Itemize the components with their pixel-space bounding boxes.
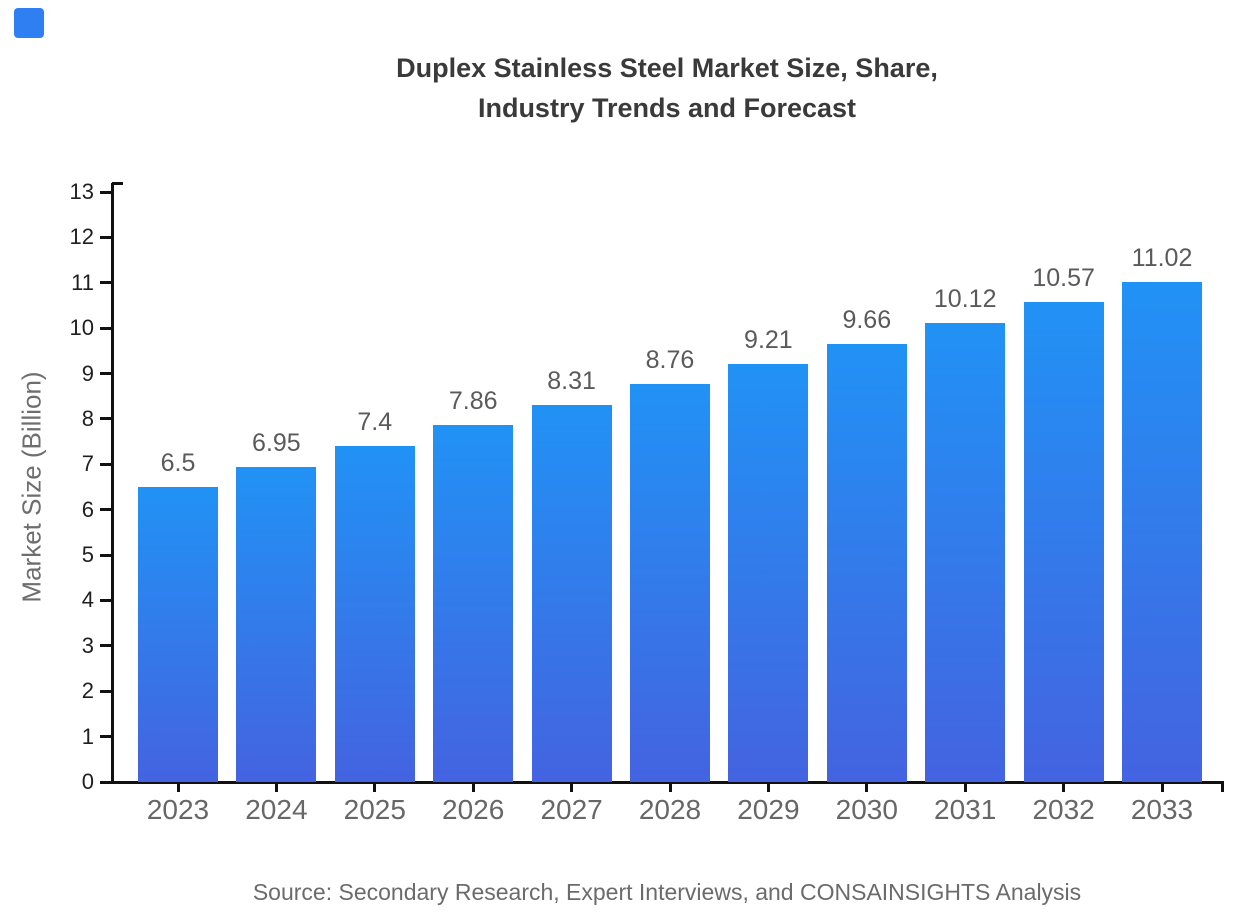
y-tick-label: 13	[69, 179, 94, 204]
brand-logo-mark	[14, 8, 44, 38]
bar-value-label: 8.31	[547, 366, 596, 395]
y-axis-endcap-tick	[112, 182, 123, 185]
bar	[925, 322, 1006, 782]
bar	[826, 343, 907, 782]
bar-value-label: 9.21	[744, 326, 793, 354]
x-tick-label: 2031	[934, 794, 997, 825]
y-tick	[100, 326, 112, 330]
bar-value-label: 10.12	[933, 284, 997, 313]
y-tick	[100, 372, 112, 376]
y-tick-label: 3	[81, 632, 94, 658]
bar	[433, 425, 514, 782]
y-tick-label: 4	[81, 587, 94, 613]
y-tick-label: 11	[71, 269, 94, 295]
x-tick	[766, 782, 770, 792]
x-tick	[274, 782, 278, 792]
bar-value-label: 10.57	[1032, 264, 1095, 293]
x-tick-label: 2027	[540, 794, 603, 825]
x-tick-label: 2026	[442, 794, 505, 825]
bar-value-label: 6.95	[252, 428, 301, 457]
bar	[334, 446, 415, 782]
x-tick	[865, 782, 869, 792]
bar-value-label: 7.86	[448, 387, 498, 416]
y-tick-label: 12	[69, 224, 94, 250]
x-tick-label: 2030	[835, 794, 898, 825]
bar	[531, 404, 612, 782]
y-tick-label: 8	[81, 405, 94, 431]
bar	[138, 487, 218, 782]
y-tick	[100, 553, 112, 557]
y-tick-label: 6	[81, 496, 94, 522]
x-tick-label: 2033	[1130, 794, 1194, 825]
x-tick-label: 2024	[245, 794, 308, 825]
y-tick-label: 5	[81, 542, 94, 568]
x-tick	[668, 782, 672, 792]
y-tick-label: 0	[81, 769, 94, 794]
bar	[1023, 302, 1104, 782]
y-tick	[100, 235, 112, 239]
chart-title: Duplex Stainless Steel Market Size, Shar…	[396, 53, 938, 123]
x-axis-endcap-tick	[1220, 782, 1224, 792]
y-tick	[100, 190, 112, 194]
y-tick	[100, 281, 112, 285]
bar-value-label: 9.66	[842, 305, 892, 334]
bar	[236, 466, 317, 782]
x-tick	[373, 782, 377, 792]
y-tick-label: 9	[81, 360, 94, 386]
y-tick-label: 7	[81, 451, 94, 477]
y-tick	[100, 508, 112, 512]
y-tick-label: 2	[81, 678, 94, 704]
source-note: Source: Secondary Research, Expert Inter…	[252, 879, 1082, 905]
bar	[630, 384, 710, 782]
bar-value-label: 6.5	[160, 449, 196, 477]
x-tick-label: 2032	[1032, 794, 1095, 825]
bar	[1122, 281, 1202, 782]
y-tick	[100, 780, 112, 784]
y-tick-label: 10	[69, 315, 94, 341]
x-tick	[570, 782, 574, 792]
x-tick	[963, 782, 967, 792]
x-tick	[1062, 782, 1066, 792]
bar-value-label: 7.4	[357, 408, 393, 437]
y-axis-line	[110, 183, 114, 784]
x-tick-label: 2028	[638, 794, 702, 825]
x-tick-label: 2025	[343, 794, 406, 825]
bar	[728, 364, 809, 782]
y-tick	[100, 644, 112, 648]
bar-value-label: 11.02	[1131, 243, 1193, 272]
x-tick	[176, 782, 180, 792]
x-tick	[1160, 782, 1164, 792]
x-tick-label: 2029	[737, 794, 800, 825]
y-tick	[100, 462, 112, 466]
y-tick	[100, 598, 112, 602]
y-tick	[100, 417, 112, 421]
y-tick	[100, 735, 112, 739]
y-tick-label: 1	[81, 723, 94, 749]
bar-value-label: 8.76	[645, 346, 695, 375]
y-tick	[100, 689, 112, 693]
x-tick	[471, 782, 475, 792]
x-tick-label: 2023	[146, 794, 210, 825]
x-axis-line	[110, 780, 1224, 784]
